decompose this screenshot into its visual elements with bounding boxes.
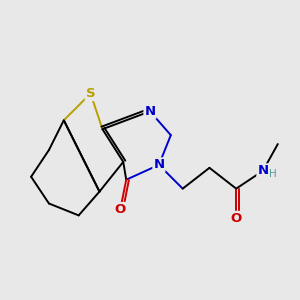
Text: S: S bbox=[86, 87, 95, 100]
Text: N: N bbox=[257, 164, 268, 177]
Text: O: O bbox=[231, 212, 242, 225]
Text: N: N bbox=[153, 158, 164, 171]
Text: H: H bbox=[268, 169, 276, 179]
Text: N: N bbox=[144, 105, 156, 118]
Text: O: O bbox=[115, 203, 126, 216]
